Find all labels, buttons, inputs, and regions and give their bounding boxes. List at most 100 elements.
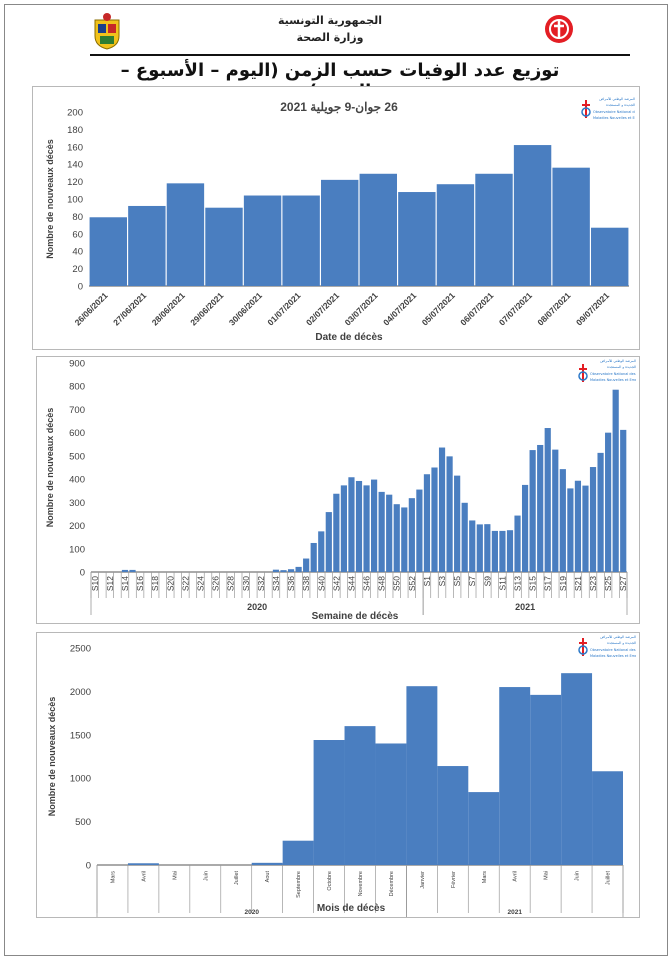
bar: [567, 488, 574, 572]
bar: [375, 743, 407, 865]
x-tick-label: Mai: [544, 871, 550, 880]
bar: [461, 502, 468, 572]
bar: [321, 179, 359, 286]
x-tick-label: Mars: [110, 871, 116, 883]
bar: [401, 507, 408, 572]
x-tick-label: S26: [211, 576, 221, 591]
onmne-logo-text-ar2: الجديدة و المستجدة: [606, 103, 635, 107]
onmne-logo-text-fr2: Maladies Nouvelles et Emergentes: [590, 654, 636, 658]
bar: [530, 694, 562, 865]
bar: [378, 491, 385, 572]
bar: [310, 542, 317, 572]
onmne-logo-text-ar1: المرصد الوطني للأمراض: [600, 635, 636, 639]
x-tick-label: Décembre: [389, 871, 395, 896]
y-tick-label: 100: [67, 195, 83, 206]
x-tick-label: Mai: [172, 871, 178, 880]
y-tick-label: 80: [72, 212, 83, 223]
bar: [506, 530, 514, 572]
x-tick-label: Juillet: [234, 871, 240, 886]
y-tick-label: 120: [67, 177, 83, 188]
bar: [475, 173, 513, 286]
x-tick-label: 05/07/2021: [420, 290, 457, 327]
year-label: 2020: [244, 909, 259, 916]
y-tick-label: 200: [67, 108, 83, 119]
x-tick-label: S34: [271, 576, 281, 591]
x-tick-label: S42: [331, 576, 341, 591]
y-tick-label: 40: [72, 247, 83, 258]
bar: [552, 449, 559, 572]
onmne-logo-text-fr1: Observatoire National des: [590, 648, 636, 652]
bar: [313, 740, 345, 865]
bar: [484, 524, 491, 572]
x-axis-title: Semaine de décès: [312, 611, 399, 622]
onmne-logo-icon: [578, 364, 588, 382]
y-axis-title: Nombre de nouveaux décès: [45, 139, 55, 259]
bar: [128, 205, 166, 286]
bar: [476, 524, 483, 572]
bar: [438, 447, 446, 572]
x-tick-label: S15: [528, 576, 538, 591]
bar: [344, 726, 376, 865]
x-tick-label: S1: [422, 576, 432, 587]
onmne-logo: المرصد الوطني للأمراض الجديدة و المستجدة…: [576, 635, 636, 663]
bar: [561, 673, 593, 865]
onmne-logo-text-fr2: Maladies Nouvelles et Emergentes: [593, 116, 635, 120]
onmne-logo-text-fr1: Observatoire National des: [593, 110, 635, 114]
onmne-logo-icon: [581, 100, 591, 118]
onmne-logo: المرصد الوطني للأمراض الجديدة و المستجدة…: [576, 359, 636, 391]
x-tick-label: 09/07/2021: [574, 290, 611, 327]
y-tick-label: 2500: [70, 644, 91, 655]
x-tick-label: S23: [588, 576, 598, 591]
bar: [408, 498, 415, 572]
x-tick-label: S20: [165, 576, 175, 591]
bar: [398, 192, 436, 286]
bar: [359, 173, 397, 286]
y-tick-label: 140: [67, 160, 83, 171]
x-tick-label: S50: [392, 576, 402, 591]
chart-panel-daily: المرصد الوطني للأمراض الجديدة و المستجدة…: [32, 86, 640, 350]
bar: [416, 489, 423, 572]
coat-of-arms-icon: [94, 13, 120, 50]
x-tick-label: S25: [603, 576, 613, 591]
bar: [303, 558, 310, 572]
bar: [592, 771, 623, 865]
y-tick-label: 1000: [70, 774, 91, 785]
y-axis-title: Nombre de nouveaux décès: [45, 408, 55, 528]
x-tick-label: S13: [513, 576, 523, 591]
x-tick-label: Septembre: [296, 871, 302, 898]
bar: [243, 195, 282, 286]
x-tick-label: Mars: [482, 871, 488, 883]
ministry-health-logo-icon: [545, 15, 573, 43]
x-tick-label: S44: [346, 576, 356, 591]
bar: [127, 863, 159, 865]
x-tick-label: 06/07/2021: [458, 290, 495, 327]
bar: [529, 450, 536, 572]
bar: [446, 456, 453, 572]
bar: [605, 432, 612, 572]
onmne-logo-icon: [578, 638, 588, 656]
x-tick-label: 07/07/2021: [497, 290, 534, 327]
bar: [166, 183, 205, 286]
year-label: 2021: [515, 602, 535, 612]
x-tick-label: S11: [497, 576, 507, 591]
x-axis-title: Mois de décès: [317, 903, 386, 914]
bar: [282, 195, 320, 286]
x-tick-label: S28: [226, 576, 236, 591]
x-tick-label: Juin: [203, 871, 209, 881]
bar: [333, 493, 340, 572]
bar: [393, 504, 400, 572]
x-tick-label: S21: [573, 576, 583, 591]
x-tick-label: S38: [301, 576, 311, 591]
y-tick-label: 200: [69, 521, 85, 532]
bar: [325, 512, 332, 572]
y-tick-label: 0: [78, 282, 83, 293]
bar: [537, 444, 544, 572]
y-tick-label: 500: [69, 451, 85, 462]
x-tick-label: Juin: [575, 871, 581, 881]
x-tick-label: S7: [467, 576, 477, 587]
onmne-logo-text-ar2: الجديدة و المستجدة: [607, 365, 636, 369]
onmne-logo-text-ar1: المرصد الوطني للأمراض: [600, 359, 636, 363]
bar: [468, 792, 500, 865]
x-tick-label: S18: [150, 576, 160, 591]
chart-panel-weekly: المرصد الوطني للأمراض الجديدة و المستجدة…: [36, 356, 640, 624]
